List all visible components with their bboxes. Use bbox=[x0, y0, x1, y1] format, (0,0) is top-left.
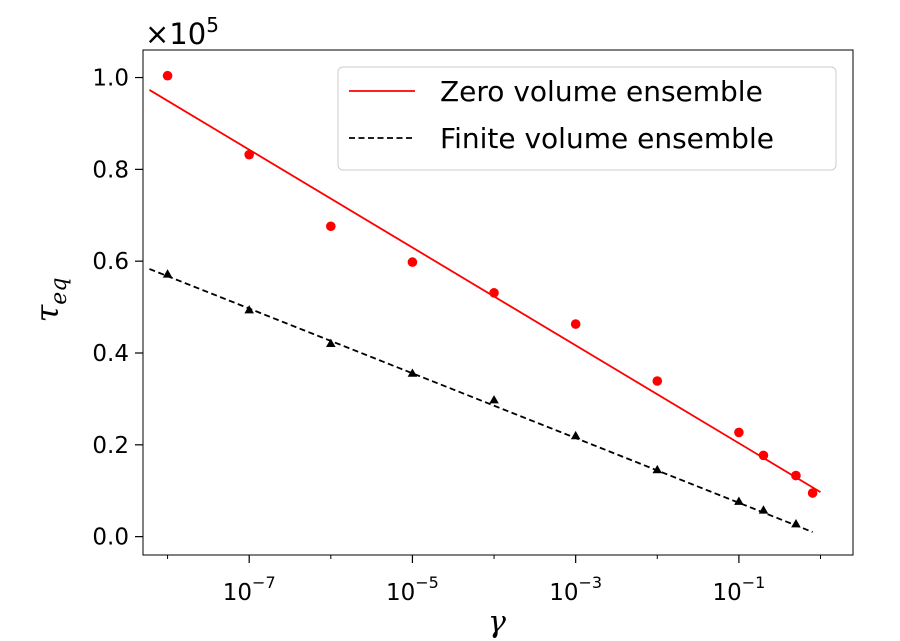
series-line-finite-volume-ensemble bbox=[149, 268, 813, 533]
data-point-circle bbox=[652, 376, 663, 386]
x-axis-label: γ bbox=[488, 605, 506, 640]
y-tick-label: 0.0 bbox=[92, 525, 129, 551]
y-axis-label-symbol: τ bbox=[28, 303, 66, 322]
y-multiplier: ×105 bbox=[145, 13, 219, 51]
data-point-circle bbox=[758, 450, 769, 461]
series-layer bbox=[149, 70, 821, 533]
legend-label-zero-volume: Zero volume ensemble bbox=[440, 75, 763, 108]
data-point-circle bbox=[807, 488, 818, 498]
y-tick-label: 1.0 bbox=[92, 66, 129, 92]
data-point-circle bbox=[489, 288, 499, 298]
x-tick-label: 10−1 bbox=[712, 573, 765, 606]
x-tick-label: 10−5 bbox=[386, 573, 439, 606]
data-point-circle bbox=[734, 427, 744, 438]
plot-frame bbox=[142, 49, 854, 556]
series-line-zero-volume-ensemble bbox=[149, 89, 821, 493]
data-point-circle bbox=[570, 319, 581, 329]
data-point-triangle bbox=[326, 338, 336, 347]
data-point-circle bbox=[162, 70, 173, 81]
data-point-triangle bbox=[407, 368, 418, 377]
x-tick-label: 10−7 bbox=[223, 573, 276, 606]
y-tick-label: 0.8 bbox=[92, 157, 129, 183]
data-point-triangle bbox=[489, 395, 499, 404]
y-tick-label: 0.6 bbox=[92, 249, 129, 275]
data-point-triangle bbox=[758, 505, 769, 514]
legend-box bbox=[337, 66, 837, 171]
y-tick-label: 0.4 bbox=[92, 341, 129, 367]
x-tick-label: 10−3 bbox=[549, 573, 602, 606]
data-point-circle bbox=[244, 149, 254, 160]
x-axis: 10−7 10−5 10−3 10−1 bbox=[167, 555, 822, 606]
y-axis-label: τeq bbox=[28, 278, 72, 323]
legend-label-finite-volume: Finite volume ensemble bbox=[440, 122, 774, 155]
data-point-circle bbox=[791, 470, 801, 481]
data-point-triangle bbox=[791, 519, 801, 528]
data-point-circle bbox=[326, 221, 336, 232]
y-axis-label-subscript: eq bbox=[47, 278, 72, 305]
data-point-triangle bbox=[570, 430, 581, 440]
data-point-triangle bbox=[162, 269, 173, 278]
y-axis: 0.0 0.2 0.4 0.6 0.8 1.0 bbox=[92, 66, 143, 551]
data-point-triangle bbox=[652, 464, 663, 474]
data-point-triangle bbox=[244, 305, 254, 314]
y-tick-label: 0.2 bbox=[92, 433, 129, 459]
data-point-circle bbox=[407, 257, 418, 267]
legend: Zero volume ensemble Finite volume ensem… bbox=[337, 66, 837, 171]
data-point-triangle bbox=[734, 496, 744, 505]
